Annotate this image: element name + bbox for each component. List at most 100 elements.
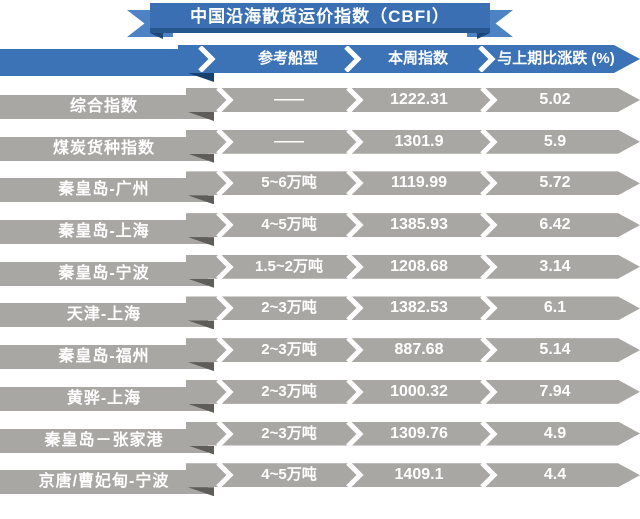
ship-type-value: 2~3万吨 xyxy=(261,424,317,442)
index-value: 1382.53 xyxy=(390,299,448,317)
row-band xyxy=(186,213,640,238)
index-value: 1309.76 xyxy=(390,424,448,442)
chevron-right-icon xyxy=(214,337,236,364)
fold-corner-icon xyxy=(188,320,214,330)
chevron-right-icon xyxy=(476,46,498,72)
chevron-right-icon xyxy=(214,87,236,113)
table-row: 秦皇岛-广州 5~6万吨 1119.99 5.72 xyxy=(0,170,640,213)
change-value: 3.14 xyxy=(539,257,571,275)
chevron-right-icon xyxy=(214,378,236,405)
row-band xyxy=(186,379,640,404)
ship-type-value: 2~3万吨 xyxy=(261,382,317,400)
header-band xyxy=(178,45,640,73)
ship-type-value: 2~3万吨 xyxy=(261,299,317,317)
chevron-right-icon xyxy=(478,378,500,405)
route-label: 天津-上海 xyxy=(66,306,142,324)
change-value: 5.02 xyxy=(539,91,571,108)
change-value: 6.1 xyxy=(543,299,567,317)
table-body: 综合指数 —— 1222.31 5.02 煤炭货种指数 —— 1301.9 5.… xyxy=(0,87,640,505)
row-band xyxy=(186,296,640,321)
page-title: 中国沿海散货运价指数（CBFI） xyxy=(150,3,490,33)
change-value: 5.9 xyxy=(543,132,567,150)
route-label: 综合指数 xyxy=(69,98,138,115)
index-value: 887.68 xyxy=(394,341,444,359)
chevron-right-icon xyxy=(478,295,500,322)
ship-type-value: 2~3万吨 xyxy=(261,341,317,359)
index-value: 1119.99 xyxy=(390,174,448,192)
chevron-right-icon xyxy=(214,128,236,155)
fold-corner-icon xyxy=(188,403,214,413)
row-label-bar xyxy=(0,261,208,286)
fold-corner-icon xyxy=(188,487,214,497)
row-label-bar xyxy=(0,136,208,161)
change-value: 5.72 xyxy=(539,174,571,192)
chevron-right-icon xyxy=(344,295,366,322)
route-label: 黄骅-上海 xyxy=(66,389,142,407)
chevron-right-icon xyxy=(344,170,366,197)
table-row: 秦皇岛-上海 4~5万吨 1385.93 6.42 xyxy=(0,212,640,255)
change-value: 4.9 xyxy=(543,424,567,442)
index-value: 1409.1 xyxy=(394,466,444,484)
ship-type-value: 5~6万吨 xyxy=(261,174,317,192)
chevron-right-icon xyxy=(214,295,236,322)
chevron-right-icon xyxy=(344,212,366,239)
table-row: 京唐/曹妃甸-宁波 4~5万吨 1409.1 4.4 xyxy=(0,462,640,505)
route-label: 秦皇岛－张家港 xyxy=(44,431,164,449)
chevron-right-icon xyxy=(478,87,500,113)
table-row: 天津-上海 2~3万吨 1382.53 6.1 xyxy=(0,295,640,338)
ship-type-value: —— xyxy=(274,91,304,108)
chevron-right-icon xyxy=(344,337,366,364)
chevron-right-icon xyxy=(478,420,500,447)
row-label-bar xyxy=(0,303,208,328)
ship-type-value: 4~5万吨 xyxy=(261,466,317,484)
chevron-right-icon xyxy=(478,170,500,197)
chevron-right-icon xyxy=(342,46,364,72)
ship-type-value: 4~5万吨 xyxy=(261,216,317,234)
fold-corner-icon xyxy=(188,195,214,205)
change-value: 6.42 xyxy=(539,216,571,234)
fold-corner-icon xyxy=(188,278,214,288)
row-band xyxy=(186,171,640,196)
chevron-right-icon xyxy=(344,128,366,155)
index-value: 1000.32 xyxy=(390,382,448,400)
change-value: 4.4 xyxy=(543,466,567,484)
index-value: 1222.31 xyxy=(390,91,448,108)
ribbon-fold-left xyxy=(150,33,163,39)
row-label-bar xyxy=(0,386,208,411)
change-value: 5.14 xyxy=(539,341,571,359)
table-row: 秦皇岛－张家港 2~3万吨 1309.76 4.9 xyxy=(0,420,640,464)
route-label: 秦皇岛-上海 xyxy=(58,223,150,241)
chevron-right-icon xyxy=(478,337,500,364)
header-left-bar xyxy=(0,49,200,76)
ship-type-value: 1.5~2万吨 xyxy=(255,257,323,275)
fold-corner-icon xyxy=(188,362,214,372)
row-band xyxy=(186,421,640,446)
route-label: 秦皇岛-广州 xyxy=(58,181,150,199)
fold-corner-icon xyxy=(188,153,214,163)
row-band xyxy=(186,129,640,154)
chevron-right-icon xyxy=(214,170,236,197)
chevron-right-icon xyxy=(214,212,236,239)
column-header-ship-type: 参考船型 xyxy=(257,50,318,67)
ship-type-value: —— xyxy=(274,132,304,150)
route-label: 秦皇岛-福州 xyxy=(58,348,150,366)
row-band xyxy=(186,88,640,112)
index-value: 1208.68 xyxy=(390,257,448,275)
column-header-change: 与上期比涨跌 (%) xyxy=(497,50,615,67)
table-row: 秦皇岛-福州 2~3万吨 887.68 5.14 xyxy=(0,337,640,380)
chevron-right-icon xyxy=(344,462,366,489)
row-label-bar xyxy=(0,178,208,203)
header-fold-corner xyxy=(188,73,214,82)
row-band xyxy=(186,254,640,279)
row-label-bar xyxy=(0,470,208,495)
table-row: 综合指数 —— 1222.31 5.02 xyxy=(0,87,640,130)
row-label-bar xyxy=(0,220,208,245)
chevron-right-icon xyxy=(344,378,366,405)
chevron-right-icon xyxy=(478,128,500,155)
fold-corner-icon xyxy=(188,237,214,247)
chevron-right-icon xyxy=(478,462,500,489)
fold-corner-icon xyxy=(188,112,214,121)
ribbon-fold-right xyxy=(477,33,490,39)
table-row: 煤炭货种指数 —— 1301.9 5.9 xyxy=(0,128,640,172)
